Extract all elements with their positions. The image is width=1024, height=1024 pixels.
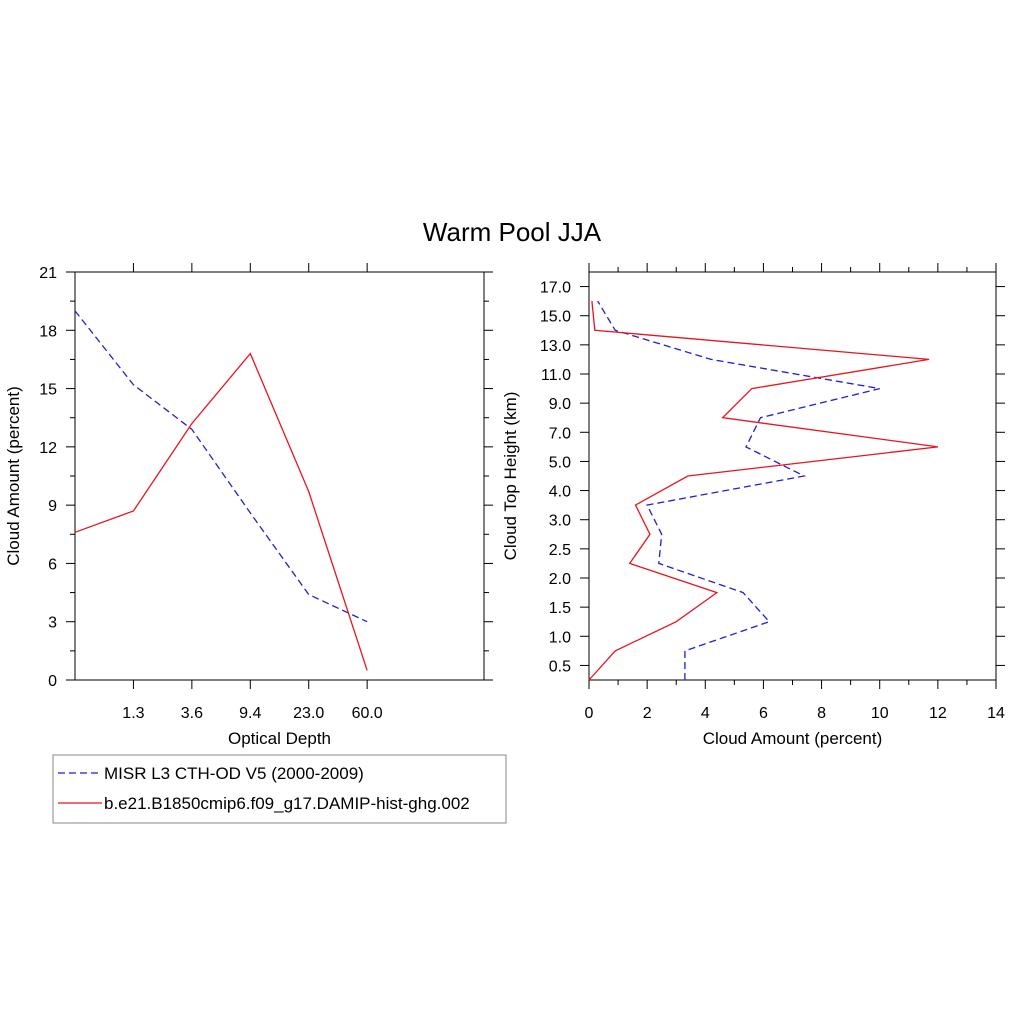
left-x-tick-label: 23.0: [293, 705, 324, 722]
right-y-tick-label: 0.5: [549, 658, 571, 675]
right-panel-cloud-top-height: 0 2 4 6 8 10 12 14 0.5 1.0 1.5 2.0 2.5 3.0 4.0 5.0 7.0 9.…: [501, 263, 1005, 748]
right-y-tick-label: 17.0: [540, 280, 571, 297]
right-x-tick-label: 12: [929, 705, 947, 722]
chart-title: Warm Pool JJA: [423, 217, 602, 247]
right-y-axis-title: Cloud Top Height (km): [501, 392, 520, 561]
right-series-line-obs: [597, 300, 880, 680]
right-series-line-model: [588, 301, 938, 681]
right-y-tick-label: 4.0: [549, 484, 571, 501]
left-y-tick-label: 3: [48, 615, 57, 632]
left-y-tick-label: 21: [39, 265, 57, 282]
right-x-axis-title: Cloud Amount (percent): [703, 729, 883, 748]
right-x-tick-label: 2: [643, 705, 652, 722]
right-x-tick-label: 0: [585, 705, 594, 722]
left-series-line-obs: [74, 310, 368, 623]
right-x-tick-label: 6: [759, 705, 768, 722]
right-plot-frame: [588, 271, 997, 681]
left-x-tick-label: 3.6: [181, 705, 203, 722]
right-x-tick-label: 14: [987, 705, 1005, 722]
right-y-tick-label: 2.0: [549, 571, 571, 588]
right-x-tick-label: 4: [701, 705, 710, 722]
left-series-line-model: [74, 352, 368, 671]
right-y-tick-label: 2.5: [549, 542, 571, 559]
right-y-tick-label: 1.0: [549, 629, 571, 646]
left-x-tick-label: 9.4: [239, 705, 261, 722]
right-y-tick-label: 13.0: [540, 338, 571, 355]
legend-label-obs: MISR L3 CTH-OD V5 (2000-2009): [104, 764, 364, 783]
left-y-tick-label: 15: [39, 382, 57, 399]
left-y-tick-label: 18: [39, 323, 57, 340]
right-y-tick-label: 3.0: [549, 513, 571, 530]
right-y-tick-label: 1.5: [549, 600, 571, 617]
right-y-tick-label: 5.0: [549, 454, 571, 471]
right-y-tick-label: 11.0: [541, 367, 571, 384]
legend: MISR L3 CTH-OD V5 (2000-2009) b.e21.B185…: [52, 754, 507, 824]
left-x-axis-title: Optical Depth: [228, 729, 331, 748]
left-y-tick-label: 6: [48, 556, 57, 573]
legend-frame: [52, 754, 507, 824]
right-x-tick-label: 10: [871, 705, 889, 722]
left-y-tick-label: 0: [48, 673, 57, 690]
left-y-axis-title: Cloud Amount (percent): [4, 386, 23, 566]
left-x-tick-label: 60.0: [352, 705, 383, 722]
left-x-tick-label: 1.3: [122, 705, 144, 722]
right-y-tick-label: 7.0: [549, 425, 571, 442]
legend-label-model: b.e21.B1850cmip6.f09_g17.DAMIP-hist-ghg.…: [104, 794, 470, 813]
right-y-tick-label: 15.0: [540, 309, 571, 326]
left-y-tick-label: 9: [48, 498, 57, 515]
right-y-tick-label: 9.0: [549, 396, 571, 413]
right-x-tick-label: 8: [817, 705, 826, 722]
left-panel-optical-depth: 0 3 6 9 12 15 18 21 1.3 3.6 9.4 23.0 60.0 Optical Dep…: [4, 263, 493, 748]
left-plot-frame: [74, 271, 485, 681]
left-y-tick-label: 12: [39, 440, 57, 457]
